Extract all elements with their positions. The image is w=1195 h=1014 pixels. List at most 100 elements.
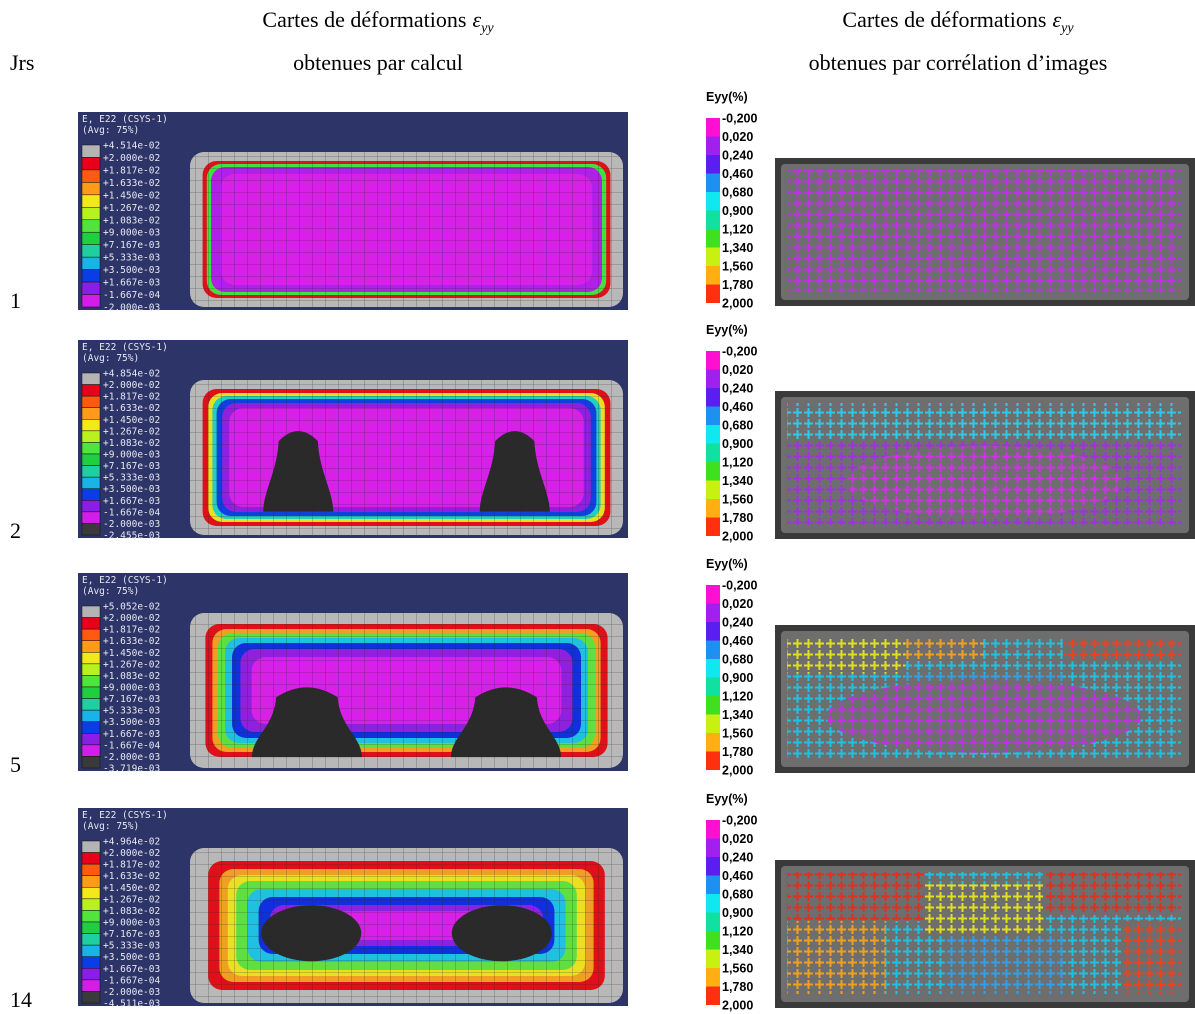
fe-legend-swatch <box>81 875 101 888</box>
fe-legend-value: +5.333e-03 <box>103 253 160 264</box>
day-label: 5 <box>10 752 21 777</box>
fe-legend-value: +1.633e-02 <box>103 403 160 414</box>
fe-legend-swatch <box>81 675 101 688</box>
fe-legend-value: +2.000e-02 <box>103 153 160 164</box>
fe-legend-swatch <box>81 419 101 432</box>
symbol: ε <box>472 7 481 32</box>
dic-legend-value: 1,780 <box>722 980 753 994</box>
fe-legend-value: +4.514e-02 <box>103 141 160 152</box>
fe-legend-value: -2.000e-03 <box>103 519 160 530</box>
fe-legend-average: (Avg: 75%) <box>82 125 139 136</box>
dic-legend-swatch <box>706 173 720 192</box>
dic-legend-value: 1,780 <box>722 511 753 525</box>
dic-legend-value: 0,240 <box>722 149 753 163</box>
fe-legend-swatch <box>81 182 101 196</box>
dic-legend-value: 0,020 <box>722 363 753 377</box>
dic-region <box>944 933 1063 994</box>
dic-region <box>846 445 1122 519</box>
dic-legend-swatch <box>706 406 720 425</box>
dic-legend-title: Eyy(%) <box>706 792 748 806</box>
fe-legend-swatch <box>81 231 101 245</box>
fe-legend-swatch <box>81 944 101 957</box>
fe-legend-swatch <box>81 476 101 489</box>
fe-legend-swatch <box>81 756 101 769</box>
dic-legend-value: 1,340 <box>722 241 753 255</box>
fe-legend-value: +1.450e-02 <box>103 190 160 201</box>
fe-legend-swatch <box>81 698 101 711</box>
dic-legend-value: 1,560 <box>722 962 753 976</box>
fe-legend-swatch <box>81 898 101 911</box>
dic-measure-grid <box>787 637 1181 759</box>
fe-legend-swatch <box>81 709 101 722</box>
fe-legend-swatch <box>81 194 101 208</box>
fe-legend-value: +3.500e-03 <box>103 265 160 276</box>
dic-region <box>826 679 1142 753</box>
fe-legend-value: +1.633e-02 <box>103 871 160 882</box>
dic-region <box>787 872 925 921</box>
fe-legend-average: (Avg: 75%) <box>82 586 139 597</box>
fe-legend-value: +1.667e-03 <box>103 964 160 975</box>
dic-legend-value: 0,680 <box>722 888 753 902</box>
fe-legend-swatch <box>81 294 101 308</box>
fe-legend-swatch <box>81 863 101 876</box>
dic-legend-value: 1,120 <box>722 925 753 939</box>
dic-legend-swatch <box>706 369 720 388</box>
dic-legend-swatch <box>706 388 720 407</box>
fe-legend-value: +4.964e-02 <box>103 837 160 848</box>
dic-legend-value: 0,900 <box>722 204 753 218</box>
dic-legend-swatch <box>706 640 720 659</box>
dic-legend-swatch <box>706 585 720 604</box>
dic-region <box>787 170 1181 292</box>
dic-legend-swatch <box>706 499 720 518</box>
fe-legend-value: +5.333e-03 <box>103 941 160 952</box>
fe-legend-value: +1.267e-02 <box>103 426 160 437</box>
day-label: 14 <box>10 987 32 1012</box>
dic-region <box>787 920 886 994</box>
dic-region <box>905 637 984 662</box>
dic-region <box>1121 920 1181 994</box>
fe-legend-value: +1.817e-02 <box>103 860 160 871</box>
dic-legend-swatch <box>706 118 720 137</box>
fe-legend-value: +1.817e-02 <box>103 625 160 636</box>
dic-legend-value: 0,240 <box>722 616 753 630</box>
dic-legend-value: 0,240 <box>722 382 753 396</box>
dic-legend-value: 1,340 <box>722 474 753 488</box>
dic-legend-value: 2,000 <box>722 297 753 311</box>
fe-legend-value: +9.000e-03 <box>103 683 160 694</box>
dic-legend-value: 2,000 <box>722 764 753 778</box>
fe-legend-value: -1.667e-04 <box>103 975 160 986</box>
dic-legend-value: 0,680 <box>722 419 753 433</box>
dic-legend-swatch <box>706 875 720 894</box>
dic-measure-grid <box>787 872 1181 994</box>
fe-legend-title: E, E22 (CSYS-1) <box>82 575 168 586</box>
title-text: Cartes de déformations <box>842 7 1046 32</box>
fe-legend-swatch <box>81 430 101 443</box>
dic-legend-swatch <box>706 266 720 285</box>
fe-legend-value: +1.817e-02 <box>103 392 160 403</box>
day-label: 2 <box>10 518 21 543</box>
dic-legend-swatch <box>706 284 720 303</box>
column-title: Cartes de déformations εyy <box>262 7 494 36</box>
dic-measure-grid <box>787 403 1181 525</box>
title-text: Cartes de déformations <box>262 7 466 32</box>
fe-legend-swatch <box>81 442 101 455</box>
dic-legend-title: Eyy(%) <box>706 323 748 337</box>
fe-mesh <box>190 380 623 535</box>
dic-legend-swatch <box>706 480 720 499</box>
fe-legend-average: (Avg: 75%) <box>82 353 139 364</box>
fe-legend-value: +9.000e-03 <box>103 228 160 239</box>
dic-legend-value: 0,680 <box>722 186 753 200</box>
dic-legend-swatch <box>706 229 720 248</box>
fe-legend-value: -1.667e-04 <box>103 740 160 751</box>
dic-legend-swatch <box>706 751 720 770</box>
fe-legend-swatch <box>81 488 101 501</box>
fe-legend-swatch <box>81 933 101 946</box>
fe-legend-value: +3.500e-03 <box>103 717 160 728</box>
fe-legend-value: +5.052e-02 <box>103 602 160 613</box>
dic-region <box>787 403 1181 440</box>
fe-legend-swatch <box>81 395 101 408</box>
fe-legend-value: -2.000e-03 <box>103 303 160 314</box>
dic-legend-swatch <box>706 931 720 950</box>
fe-legend-title: E, E22 (CSYS-1) <box>82 114 168 125</box>
dic-legend-value: 0,460 <box>722 634 753 648</box>
